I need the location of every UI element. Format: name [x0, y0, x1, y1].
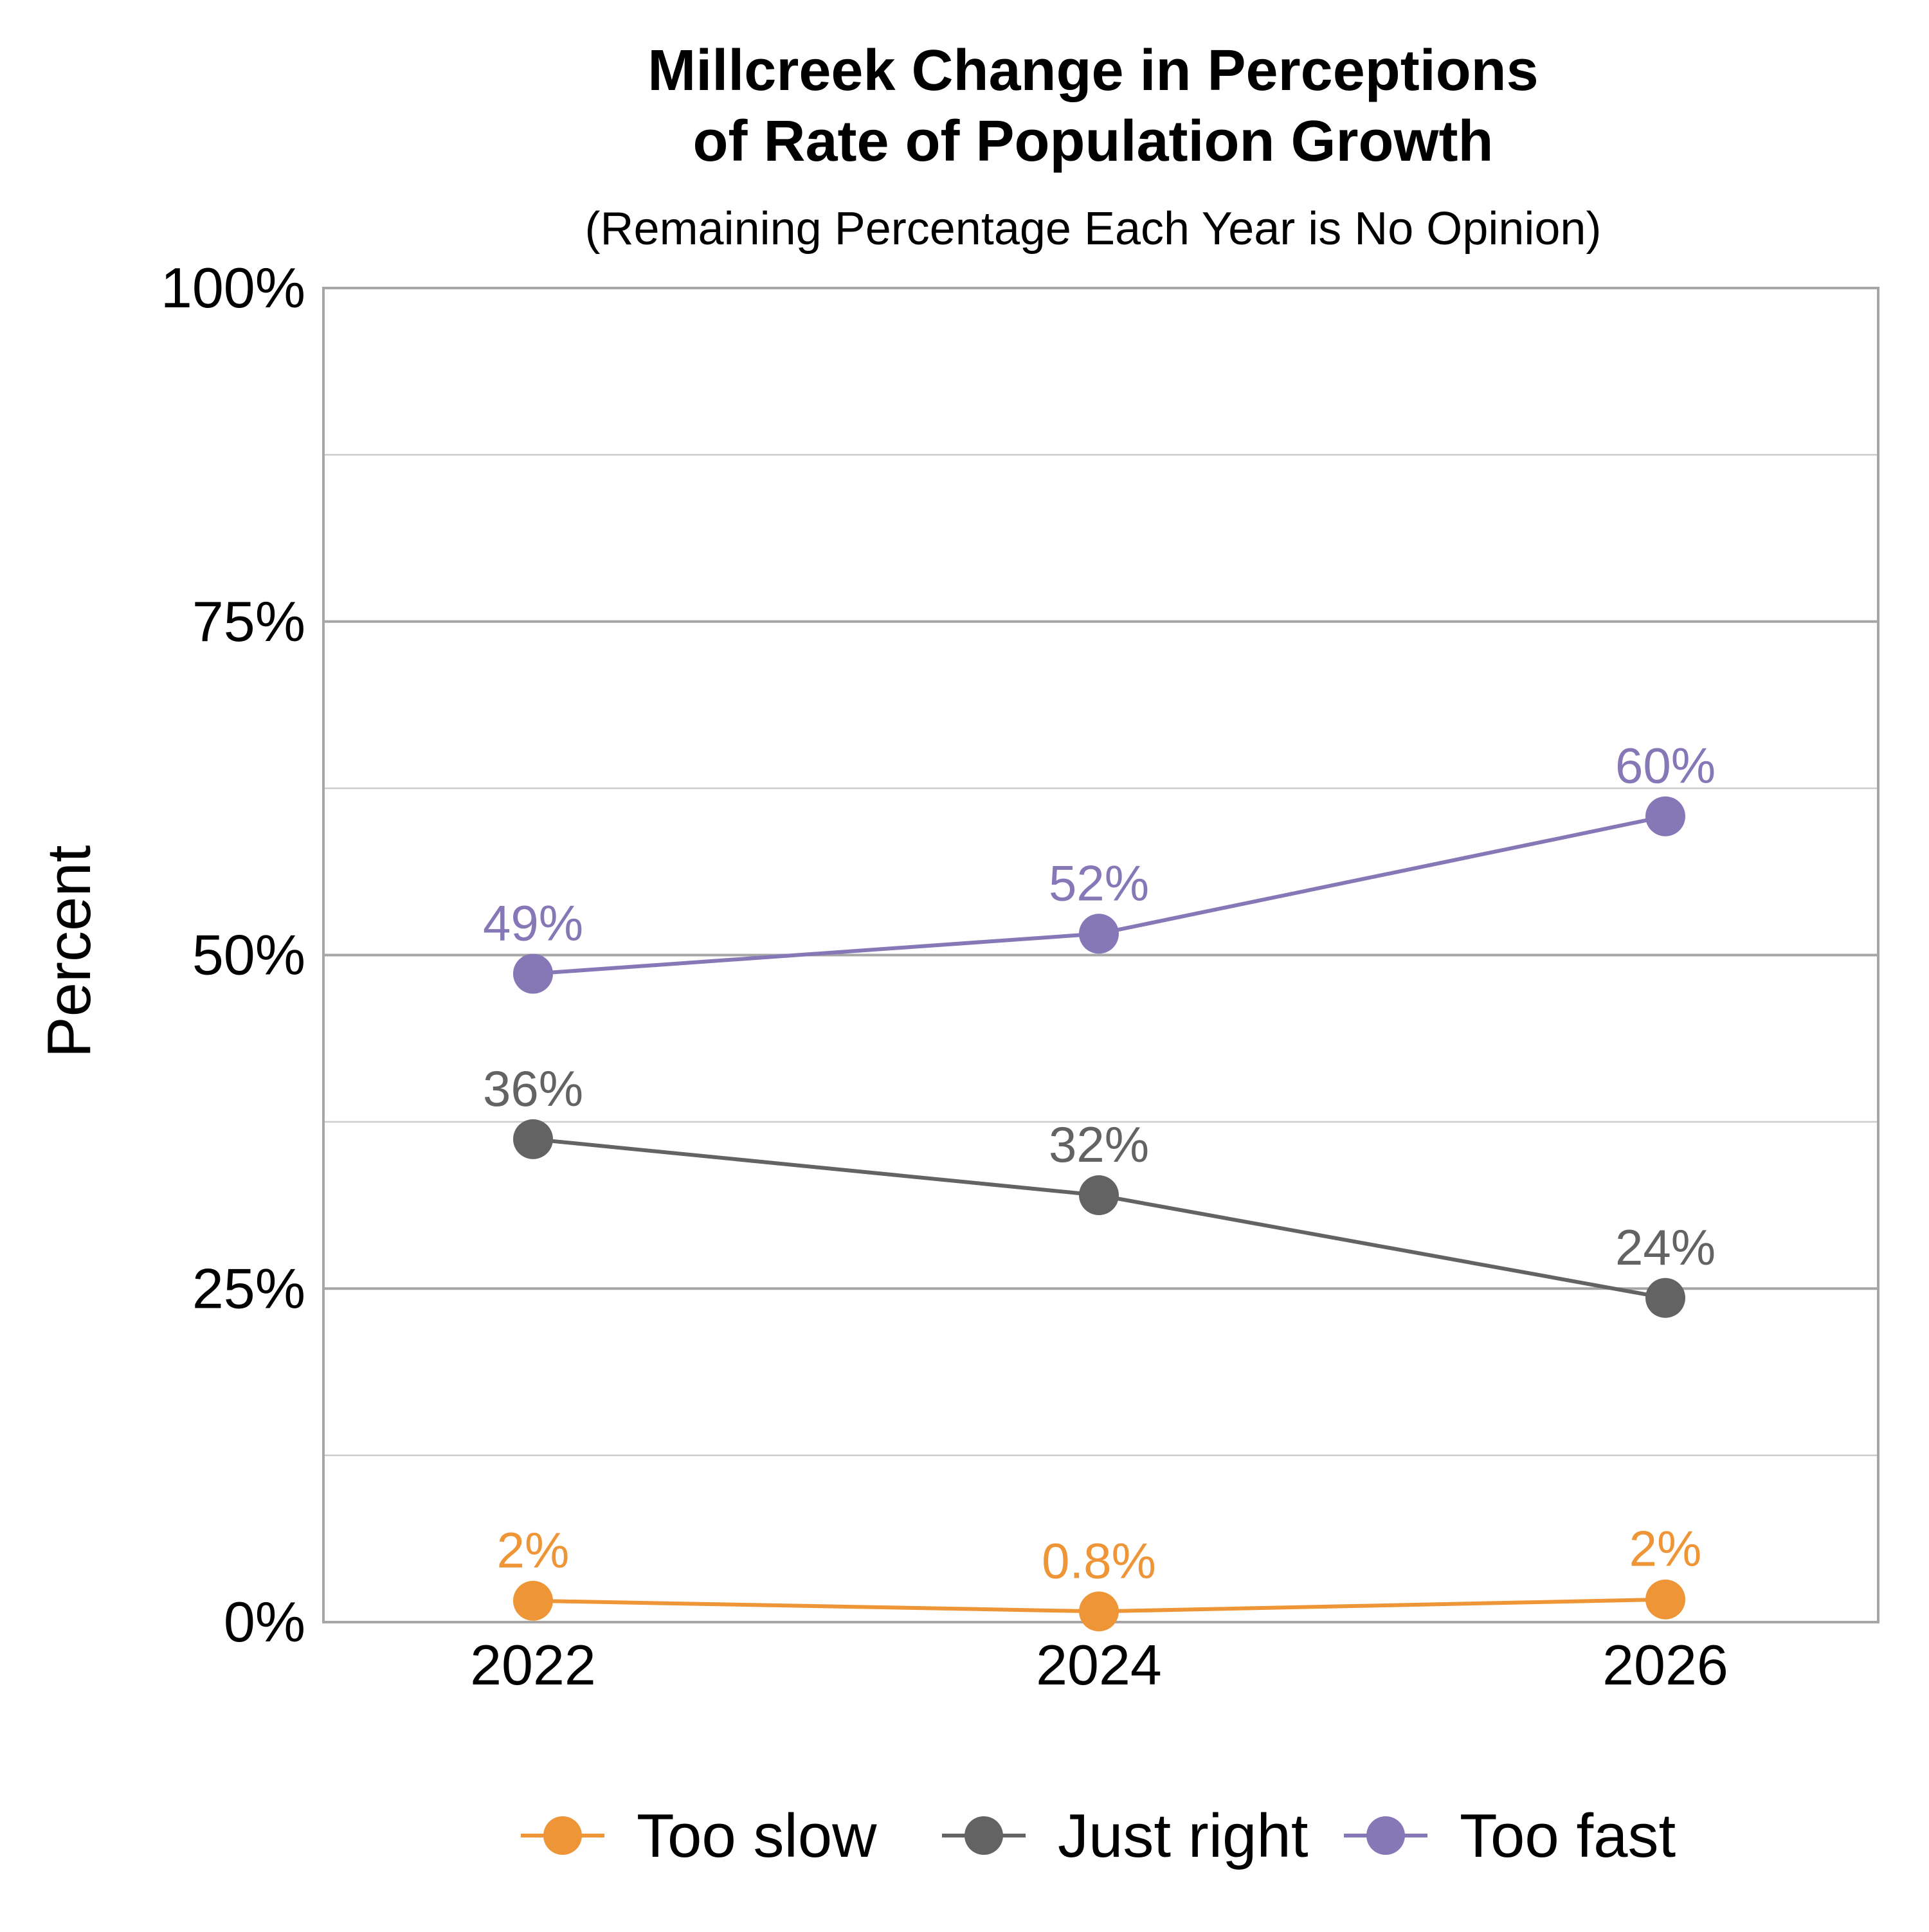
- data-point: [513, 1119, 553, 1159]
- data-point: [1645, 796, 1685, 836]
- x-axis-ticks: 2022 2024 2026: [470, 1633, 1728, 1697]
- y-tick-label: 50%: [192, 923, 305, 987]
- x-tick-label: 2022: [470, 1633, 596, 1697]
- data-point: [1079, 914, 1119, 954]
- legend-label: Just right: [1058, 1801, 1308, 1870]
- y-tick-label: 100%: [161, 256, 305, 320]
- legend-item: Too slow: [521, 1801, 877, 1870]
- legend: Too slow Just right Too fast: [521, 1801, 1676, 1870]
- data-point: [1645, 1579, 1685, 1620]
- chart-title-line-1: Millcreek Change in Perceptions: [648, 39, 1538, 103]
- data-point: [1079, 1591, 1119, 1632]
- legend-item: Too fast: [1344, 1801, 1676, 1870]
- data-label: 24%: [1615, 1219, 1716, 1276]
- chart-subtitle: (Remaining Percentage Each Year is No Op…: [585, 203, 1602, 255]
- y-axis-ticks: 0% 25% 50% 75% 100%: [161, 256, 305, 1654]
- y-tick-label: 25%: [192, 1256, 305, 1320]
- series-just-right: 36% 32% 24%: [483, 1060, 1716, 1318]
- legend-label: Too fast: [1460, 1801, 1676, 1870]
- legend-label: Too slow: [637, 1801, 877, 1870]
- data-label: 0.8%: [1042, 1532, 1156, 1589]
- data-label: 2%: [1629, 1521, 1702, 1577]
- y-axis-title: Percent: [35, 845, 104, 1058]
- data-label: 52%: [1049, 854, 1149, 911]
- data-point: [1079, 1175, 1119, 1215]
- chart-title-line-2: of Rate of Population Growth: [693, 109, 1494, 174]
- series-too-slow: 2% 0.8% 2%: [497, 1521, 1702, 1632]
- series-too-fast: 49% 52% 60%: [483, 737, 1716, 994]
- data-point: [1645, 1277, 1685, 1318]
- legend-marker: [964, 1816, 1003, 1855]
- data-point: [513, 953, 553, 994]
- data-label: 2%: [497, 1522, 570, 1578]
- y-tick-label: 0%: [224, 1590, 305, 1654]
- series: 2% 0.8% 2% 36% 32% 24% 49% 52% 60%: [483, 737, 1716, 1632]
- x-tick-label: 2026: [1602, 1633, 1728, 1697]
- legend-item: Just right: [942, 1801, 1308, 1870]
- data-point: [513, 1580, 553, 1621]
- legend-marker: [543, 1816, 582, 1855]
- x-tick-label: 2024: [1036, 1633, 1162, 1697]
- data-label: 49%: [483, 895, 583, 952]
- data-label: 60%: [1615, 737, 1716, 794]
- data-label: 32%: [1049, 1116, 1149, 1173]
- legend-marker: [1366, 1816, 1405, 1855]
- y-tick-label: 75%: [192, 590, 305, 653]
- data-label: 36%: [483, 1060, 583, 1117]
- gridlines: [323, 287, 1878, 1623]
